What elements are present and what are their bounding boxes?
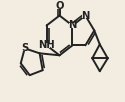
Bar — [82, 13, 88, 18]
Text: N: N — [81, 11, 90, 21]
Text: NH: NH — [38, 40, 54, 50]
Bar — [42, 43, 50, 48]
Text: O: O — [55, 1, 64, 11]
Bar — [22, 46, 28, 51]
Text: S: S — [21, 43, 28, 53]
Text: N: N — [68, 21, 77, 30]
Bar — [70, 23, 75, 28]
Bar — [56, 3, 62, 9]
